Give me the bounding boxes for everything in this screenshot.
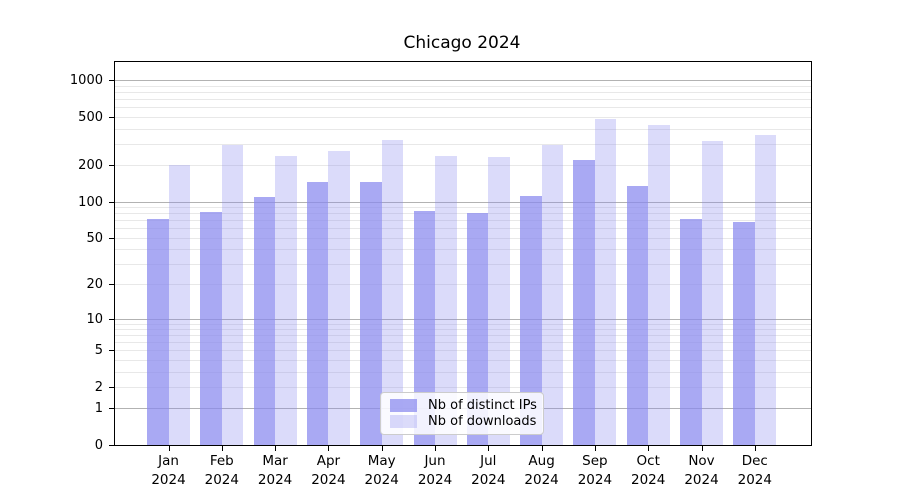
x-tick-label-sep: Sep 2024	[577, 453, 613, 488]
legend-swatch-downloads	[390, 415, 417, 429]
x-tick-mark-aug	[541, 446, 543, 451]
chart-title: Chicago 2024	[403, 33, 521, 53]
x-tick-label-jan: Jan 2024	[151, 453, 186, 488]
legend-item-downloads: Nb of downloads	[390, 414, 537, 430]
bar-distinct-ips-jul	[466, 213, 489, 445]
x-tick-label-apr: Apr 2024	[311, 453, 346, 488]
bar-downloads-nov	[701, 140, 723, 445]
y-tick-label-2: 2	[94, 380, 103, 395]
y-tick-label-1000: 1000	[69, 73, 103, 89]
bar-distinct-ips-jun	[413, 211, 435, 445]
y-tick-label-500: 500	[78, 109, 103, 125]
y-gridline-minor-400	[115, 128, 811, 130]
y-tick-mark-20	[109, 284, 114, 286]
y-tick-label-1: 1	[94, 401, 103, 417]
x-tick-label-may: May 2024	[364, 453, 399, 488]
y-gridline-major-1000	[115, 80, 811, 82]
bar-downloads-jan	[168, 165, 190, 445]
legend-swatch-distinct-ips	[390, 398, 417, 412]
bar-downloads-aug	[541, 145, 564, 445]
y-tick-label-200: 200	[78, 158, 103, 174]
y-tick-label-20: 20	[86, 277, 103, 293]
y-tick-mark-100	[109, 201, 114, 203]
x-tick-mark-sep	[594, 446, 596, 451]
x-tick-mark-nov	[701, 446, 703, 451]
y-tick-label-0: 0	[94, 438, 103, 453]
x-tick-mark-may	[381, 446, 383, 451]
x-tick-mark-feb	[221, 446, 223, 451]
x-tick-mark-oct	[648, 446, 650, 451]
bar-distinct-ips-sep	[573, 160, 595, 445]
plot-area: Nb of distinct IPs Nb of downloads 1000 5…	[70, 61, 812, 488]
y-tick-label-10: 10	[86, 311, 103, 327]
x-tick-mark-apr	[328, 446, 330, 451]
y-tick-mark-5	[109, 350, 114, 352]
bar-downloads-dec	[754, 134, 777, 445]
x-tick-label-dec: Dec 2024	[737, 453, 772, 488]
x-tick-label-feb: Feb 2024	[204, 453, 239, 488]
bar-downloads-apr	[328, 151, 350, 445]
y-tick-mark-50	[109, 237, 114, 239]
x-tick-mark-jul	[488, 446, 490, 451]
y-gridline-minor-700	[115, 99, 811, 101]
bar-downloads-may	[381, 139, 404, 445]
x-tick-mark-jun	[435, 446, 436, 451]
y-gridline-minor-900	[115, 86, 811, 87]
y-tick-mark-200	[109, 165, 114, 167]
y-gridline-minor-500	[115, 116, 811, 118]
y-gridline-minor-800	[115, 92, 811, 94]
bar-distinct-ips-oct	[626, 186, 649, 445]
legend-item-distinct-ips: Nb of distinct IPs	[390, 397, 537, 413]
x-tick-label-jun: Jun 2024	[417, 453, 453, 488]
y-tick-mark-1000	[109, 80, 114, 82]
bar-distinct-ips-mar	[253, 196, 276, 445]
x-tick-mark-dec	[754, 446, 756, 451]
y-tick-label-100: 100	[78, 194, 103, 210]
bar-distinct-ips-jan	[147, 218, 169, 445]
bar-distinct-ips-dec	[733, 221, 755, 445]
legend: Nb of distinct IPs Nb of downloads	[380, 392, 544, 435]
bar-downloads-sep	[594, 119, 617, 445]
y-tick-mark-10	[109, 318, 114, 320]
bar-downloads-jun	[435, 156, 457, 445]
legend-label-distinct-ips: Nb of distinct IPs	[428, 397, 537, 413]
legend-label-downloads: Nb of downloads	[428, 414, 537, 430]
bar-distinct-ips-apr	[306, 182, 329, 445]
y-gridline-minor-600	[115, 107, 811, 109]
y-tick-label-50: 50	[86, 230, 103, 246]
bar-downloads-oct	[648, 124, 670, 445]
bar-distinct-ips-nov	[680, 218, 702, 445]
x-tick-label-aug: Aug 2024	[524, 453, 559, 488]
x-tick-label-nov: Nov 2024	[684, 453, 719, 488]
x-tick-mark-mar	[275, 446, 277, 451]
x-tick-label-mar: Mar 2024	[257, 453, 293, 488]
y-tick-label-5: 5	[94, 343, 103, 359]
y-tick-mark-2	[109, 387, 114, 388]
y-tick-mark-0	[109, 445, 114, 446]
x-tick-label-oct: Oct 2024	[631, 453, 666, 488]
bar-downloads-mar	[275, 155, 297, 445]
bar-downloads-jul	[488, 157, 510, 445]
bar-downloads-feb	[221, 145, 244, 445]
x-tick-label-jul: Jul 2024	[471, 453, 506, 488]
bar-distinct-ips-aug	[520, 196, 542, 445]
bar-distinct-ips-may	[360, 182, 382, 445]
bar-distinct-ips-feb	[200, 211, 222, 445]
y-tick-mark-500	[109, 116, 114, 118]
x-tick-mark-jan	[168, 446, 170, 451]
y-tick-mark-1	[109, 408, 114, 410]
